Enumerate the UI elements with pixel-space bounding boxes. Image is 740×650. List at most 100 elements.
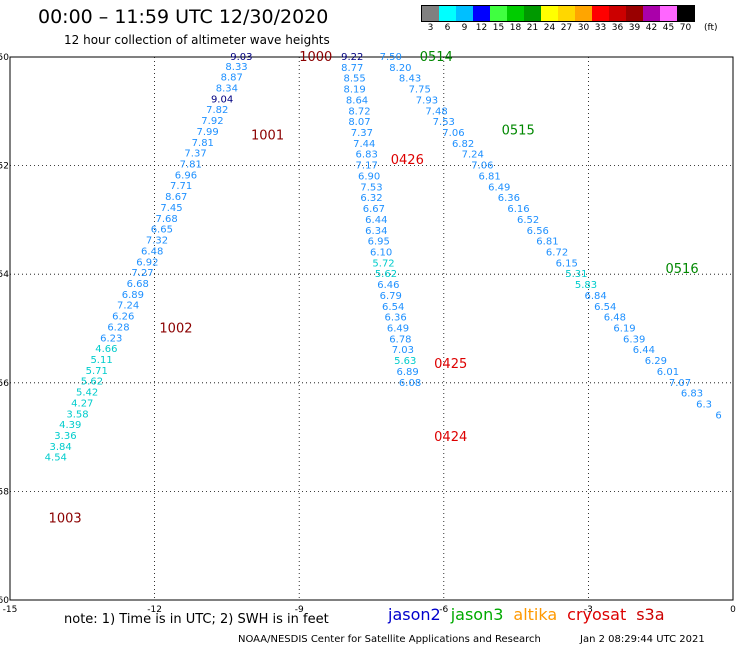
x-tick-label: -15	[3, 605, 18, 615]
data-point: 6.52	[517, 215, 539, 226]
data-point: 4.66	[95, 344, 117, 355]
legend-swatch	[507, 6, 524, 21]
data-point: 7.68	[156, 214, 178, 225]
data-point: 8.77	[341, 63, 363, 74]
data-point: 5.62	[375, 269, 397, 280]
data-point: 8.07	[348, 117, 370, 128]
data-point: 6.19	[613, 324, 635, 335]
data-point: 4.39	[59, 420, 81, 431]
data-point: 7.44	[353, 139, 375, 150]
data-point: 9.22	[341, 52, 363, 63]
data-point: 6.16	[507, 204, 529, 215]
data-point: 6.3	[696, 400, 712, 411]
data-point: 6.92	[136, 257, 158, 268]
data-point: 6.67	[363, 204, 385, 215]
data-point: 7.50	[380, 52, 402, 63]
data-point: 6.78	[389, 334, 411, 345]
data-point: 7.37	[184, 149, 206, 160]
data-point: 6.23	[100, 333, 122, 344]
chart-grid	[10, 57, 733, 600]
legend-bin-label: 39	[628, 23, 641, 33]
track-label: 1003	[49, 512, 82, 527]
data-point: 6.84	[584, 291, 606, 302]
legend-bin-label: 21	[526, 23, 539, 33]
data-point: 7.24	[462, 150, 484, 161]
data-point: 7.82	[206, 105, 228, 116]
data-point: 6.89	[397, 367, 419, 378]
data-point: 5.11	[90, 355, 112, 366]
data-point: 6.36	[498, 193, 520, 204]
data-point: 8.19	[343, 85, 365, 96]
data-point: 6.83	[681, 389, 703, 400]
legend-swatch	[643, 6, 660, 21]
y-tick-label: -56	[0, 379, 9, 389]
legend-swatch	[439, 6, 456, 21]
legend-swatch	[660, 6, 677, 21]
data-point: 6.36	[384, 313, 406, 324]
data-point: 6.54	[594, 302, 616, 313]
data-point: 8.43	[399, 74, 421, 85]
track-label: 1000	[299, 50, 332, 65]
data-point: 8.67	[165, 192, 187, 203]
data-point: 7.03	[392, 345, 414, 356]
x-tick-label: 0	[730, 605, 736, 615]
data-point: 7.06	[471, 161, 493, 172]
legend-swatch	[456, 6, 473, 21]
data-point: 6.95	[368, 237, 390, 248]
legend-bin-label: 33	[594, 23, 607, 33]
data-point: 6	[715, 410, 721, 421]
track-label: 0516	[666, 262, 699, 277]
data-point: 8.64	[346, 95, 368, 106]
data-point: 6.44	[633, 345, 655, 356]
mission-legend: jason2 jason3 altika cryosat s3a	[388, 605, 665, 624]
track-label: 0424	[434, 430, 467, 445]
legend-bin-label: 9	[461, 23, 468, 33]
data-point: 6.48	[604, 313, 626, 324]
x-tick-label: -6	[439, 605, 448, 615]
y-tick-label: -50	[0, 53, 9, 63]
data-point: 6.28	[107, 322, 129, 333]
data-point: 7.71	[170, 181, 192, 192]
data-point: 6.26	[112, 312, 134, 323]
data-point: 6.48	[141, 246, 163, 257]
data-point: 8.72	[348, 106, 370, 117]
data-point: 3.84	[49, 442, 71, 453]
data-point: 4.54	[45, 453, 67, 464]
data-point: 7.37	[351, 128, 373, 139]
data-point: 9.03	[230, 52, 252, 63]
mission-altika: altika	[513, 605, 558, 624]
data-point: 6.90	[358, 171, 380, 182]
data-point: 6.46	[377, 280, 399, 291]
footer-note: note: 1) Time is in UTC; 2) SWH is in fe…	[64, 612, 329, 627]
data-point: 7.06	[442, 128, 464, 139]
legend-bin-label: 45	[662, 23, 675, 33]
legend-swatch	[609, 6, 626, 21]
data-point: 7.24	[117, 301, 139, 312]
data-point: 6.10	[370, 247, 392, 258]
data-point: 7.45	[160, 203, 182, 214]
data-point: 6.39	[623, 334, 645, 345]
data-point: 6.68	[127, 279, 149, 290]
data-point: 7.99	[196, 127, 218, 138]
legend-bin-label: 30	[577, 23, 590, 33]
chart-subtitle: 12 hour collection of altimeter wave hei…	[64, 33, 330, 47]
data-point: 5.72	[372, 258, 394, 269]
data-point: 7.81	[192, 138, 214, 149]
legend-swatches	[421, 5, 695, 22]
mission-jason2: jason2	[388, 605, 441, 624]
legend-swatch	[575, 6, 592, 21]
legend-swatch	[541, 6, 558, 21]
data-point: 5.71	[86, 366, 108, 377]
legend-swatch	[592, 6, 609, 21]
legend-bin-label: 42	[645, 23, 658, 33]
data-point: 6.89	[122, 290, 144, 301]
legend-bin-label: 15	[492, 23, 505, 33]
data-point: 9.04	[211, 94, 233, 105]
legend-bin-label: 27	[560, 23, 573, 33]
legend-swatch	[422, 6, 439, 21]
track-label: 0515	[502, 123, 535, 138]
data-point: 7.93	[416, 95, 438, 106]
legend-bin-label: 70	[679, 23, 692, 33]
data-point: 6.81	[478, 171, 500, 182]
legend-swatch	[473, 6, 490, 21]
